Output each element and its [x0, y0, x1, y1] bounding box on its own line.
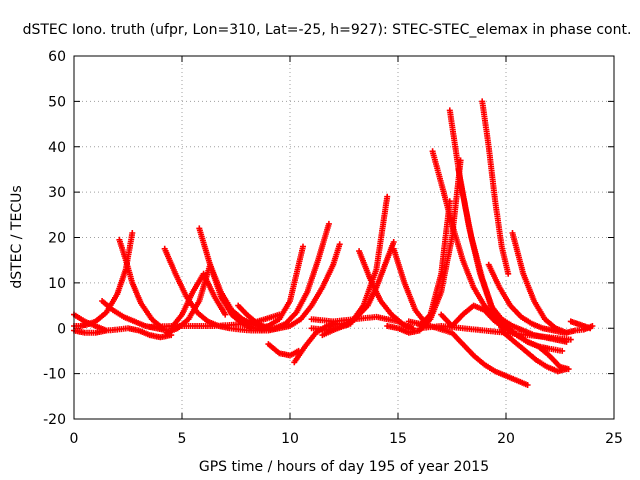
data-point — [524, 382, 531, 388]
data-series — [308, 313, 412, 332]
data-series — [405, 318, 531, 388]
data-point — [129, 230, 136, 236]
data-series — [479, 98, 512, 277]
data-series — [265, 341, 302, 359]
x-tick-label: 5 — [178, 431, 187, 447]
plot-points — [71, 98, 596, 388]
x-tick-label: 20 — [497, 431, 515, 447]
data-series — [168, 270, 229, 332]
data-point — [300, 243, 306, 250]
plot-frame — [73, 55, 615, 420]
x-axis-ticks: 0 5 10 15 20 25 — [70, 56, 623, 447]
y-tick-label: -10 — [43, 367, 66, 383]
data-point — [390, 239, 397, 245]
y-tick-label: 30 — [48, 185, 66, 201]
y-tick-label: 20 — [48, 231, 66, 247]
x-tick-label: 15 — [389, 431, 407, 447]
data-series — [146, 311, 283, 330]
y-tick-label: 40 — [48, 140, 66, 156]
x-tick-label: 0 — [70, 431, 79, 447]
y-tick-label: 10 — [48, 276, 66, 292]
data-series — [319, 239, 397, 339]
y-tick-label: 50 — [48, 94, 66, 110]
data-point — [565, 366, 572, 373]
data-point — [384, 193, 391, 200]
y-tick-label: 0 — [57, 321, 66, 337]
x-tick-label: 25 — [605, 431, 623, 447]
data-series — [416, 323, 574, 343]
data-series — [485, 261, 568, 336]
data-series — [308, 193, 391, 333]
data-point — [589, 323, 596, 329]
data-point — [559, 347, 566, 354]
x-tick-label: 10 — [281, 431, 299, 447]
data-series — [438, 302, 572, 373]
data-series — [563, 323, 596, 336]
data-series — [390, 245, 430, 327]
data-series — [455, 166, 570, 345]
chart-title: dSTEC Iono. truth (ufpr, Lon=310, Lat=-2… — [23, 22, 632, 38]
data-series — [254, 241, 343, 334]
y-tick-label: 60 — [48, 49, 66, 65]
y-axis-label: dSTEC / TECUs — [9, 185, 25, 288]
y-tick-label: -20 — [43, 412, 66, 428]
y-axis-ticks: -20 -10 0 10 20 30 40 50 60 — [43, 49, 614, 428]
data-series — [384, 157, 464, 336]
data-point — [222, 311, 229, 318]
data-point — [325, 220, 332, 227]
data-series — [509, 230, 570, 336]
x-axis-label: GPS time / hours of day 195 of year 2015 — [199, 459, 489, 475]
data-series — [71, 230, 136, 329]
data-series — [99, 298, 170, 334]
data-point — [505, 270, 512, 277]
grid-lines — [74, 56, 614, 419]
data-point — [336, 241, 343, 248]
data-point — [567, 336, 574, 343]
